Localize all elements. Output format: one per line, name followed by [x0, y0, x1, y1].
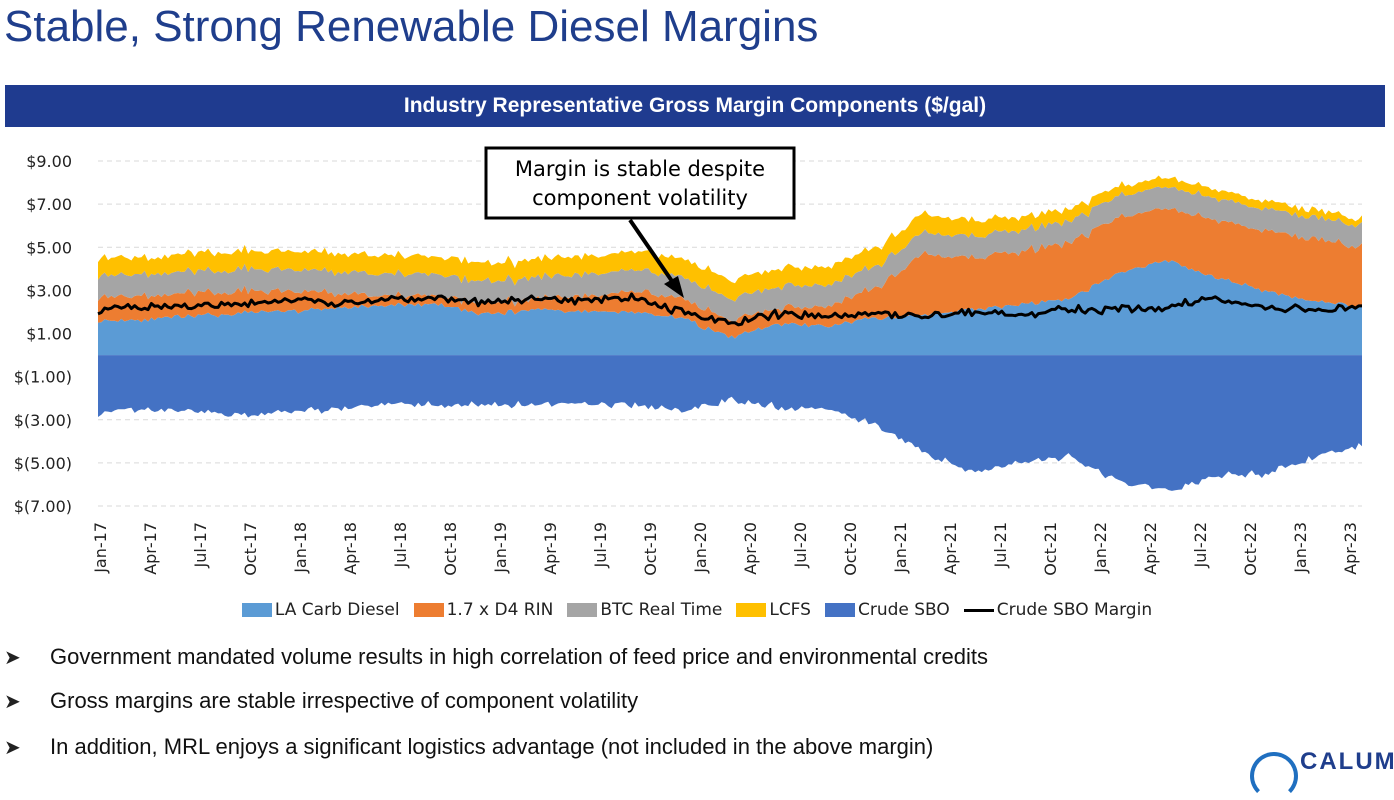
- legend-item-btc: BTC Real Time: [567, 600, 722, 620]
- chart-title-banner: Industry Representative Gross Margin Com…: [5, 85, 1385, 127]
- annotation-arrowhead: [664, 276, 684, 298]
- x-tick-label: Oct-22: [1241, 522, 1260, 576]
- stacked-areas: [98, 175, 1362, 491]
- x-tick-label: Jul-22: [1191, 522, 1210, 568]
- annotation-box: [484, 146, 796, 220]
- company-logo-text: CALUM: [1300, 748, 1394, 775]
- x-tick-label: Apr-23: [1341, 522, 1360, 575]
- margin-line-layer: [97, 292, 1362, 327]
- legend-swatch-la-carb: [241, 603, 272, 617]
- y-tick-label: $1.00: [26, 325, 72, 344]
- area-d4-rin: [98, 207, 1362, 339]
- bullet-text: Gross margins are stable irrespective of…: [50, 688, 639, 713]
- legend-swatch-sbo: [824, 603, 855, 617]
- line-crude-sbo-margin: [97, 292, 1362, 327]
- x-tick-label: Apr-18: [341, 522, 360, 575]
- x-tick-label: Jan-22: [1091, 522, 1110, 574]
- arrow-bullet-icon: ➤: [4, 690, 21, 713]
- y-tick-label: $(3.00): [14, 411, 72, 430]
- x-tick-label: Jan-23: [1291, 522, 1310, 574]
- area-btc-real-time: [98, 186, 1362, 323]
- legend-item-d4-rin: 1.7 x D4 RIN: [413, 600, 554, 620]
- x-tick-label: Jan-18: [291, 522, 310, 574]
- x-tick-label: Jan-19: [491, 522, 510, 574]
- x-tick-label: Jan-20: [691, 522, 710, 574]
- x-tick-label: Jan-21: [891, 522, 910, 574]
- y-tick-label: $(7.00): [14, 497, 72, 516]
- bullet-text: Government mandated volume results in hi…: [50, 644, 988, 669]
- legend-item-lcfs: LCFS: [736, 600, 811, 620]
- legend-line-margin: [963, 608, 994, 612]
- area-crude-sbo: [98, 355, 1362, 491]
- x-tick-label: Jul-19: [591, 522, 610, 568]
- bullet-item: ➤ Gross margins are stable irrespective …: [0, 688, 638, 714]
- x-tick-label: Oct-17: [241, 522, 260, 576]
- x-tick-label: Apr-22: [1141, 522, 1160, 575]
- annotation-arrow: [628, 218, 678, 289]
- legend-item-crude-sbo: Crude SBO: [824, 600, 950, 620]
- legend-label: LCFS: [769, 600, 811, 620]
- page-title: Stable, Strong Renewable Diesel Margins: [4, 2, 819, 51]
- x-tick-label: Apr-20: [741, 522, 760, 575]
- bullet-text: In addition, MRL enjoys a significant lo…: [50, 734, 934, 759]
- y-tick-label: $9.00: [26, 152, 72, 171]
- bullet-item: ➤ Government mandated volume results in …: [0, 644, 988, 670]
- y-tick-label: $7.00: [26, 195, 72, 214]
- arrow-bullet-icon: ➤: [4, 736, 21, 759]
- legend-item-crude-sbo-margin: Crude SBO Margin: [963, 600, 1153, 620]
- annotation-line-2: component volatility: [532, 186, 748, 210]
- x-tick-label: Jul-21: [991, 522, 1010, 568]
- legend-swatch-rin: [413, 603, 444, 617]
- x-tick-label: Oct-18: [441, 522, 460, 576]
- x-tick-label: Apr-21: [941, 522, 960, 575]
- chart-legend: LA Carb Diesel 1.7 x D4 RIN BTC Real Tim…: [0, 598, 1394, 622]
- y-tick-label: $(1.00): [14, 368, 72, 387]
- x-tick-label: Oct-21: [1041, 522, 1060, 576]
- margin-components-chart: $9.00 $7.00 $5.00 $3.00 $1.00 $(1.00) $(3.00) $…: [14, 146, 1362, 576]
- legend-swatch-lcfs: [736, 603, 767, 617]
- annotation-line-1: Margin is stable despite: [515, 157, 765, 181]
- x-tick-label: Apr-19: [541, 522, 560, 575]
- y-tick-label: $3.00: [26, 281, 72, 300]
- x-tick-label: Jan-17: [91, 522, 110, 574]
- area-lcfs: [98, 175, 1362, 302]
- legend-label: LA Carb Diesel: [274, 600, 400, 620]
- axis-labels: $9.00 $7.00 $5.00 $3.00 $1.00 $(1.00) $(3.00) $…: [14, 152, 1360, 576]
- x-tick-label: Oct-20: [841, 522, 860, 576]
- x-tick-label: Jul-20: [791, 522, 810, 568]
- company-logo-icon: [1250, 752, 1298, 800]
- legend-label: BTC Real Time: [600, 600, 723, 620]
- annotation-callout: Margin is stable despite component volat…: [484, 146, 796, 298]
- area-la-carb-diesel: [98, 260, 1362, 356]
- y-tick-label: $(5.00): [14, 454, 72, 473]
- legend-label: 1.7 x D4 RIN: [446, 600, 554, 620]
- legend-item-la-carb-diesel: LA Carb Diesel: [241, 600, 400, 620]
- legend-label: Crude SBO Margin: [996, 600, 1153, 620]
- legend-label: Crude SBO: [857, 600, 950, 620]
- bullet-item: ➤ In addition, MRL enjoys a significant …: [0, 734, 933, 760]
- legend-swatch-btc: [567, 603, 598, 617]
- arrow-bullet-icon: ➤: [4, 646, 21, 669]
- x-tick-label: Jul-17: [191, 522, 210, 568]
- y-tick-label: $5.00: [26, 238, 72, 257]
- x-tick-label: Oct-19: [641, 522, 660, 576]
- x-tick-label: Apr-17: [141, 522, 160, 575]
- x-tick-label: Jul-18: [391, 522, 410, 568]
